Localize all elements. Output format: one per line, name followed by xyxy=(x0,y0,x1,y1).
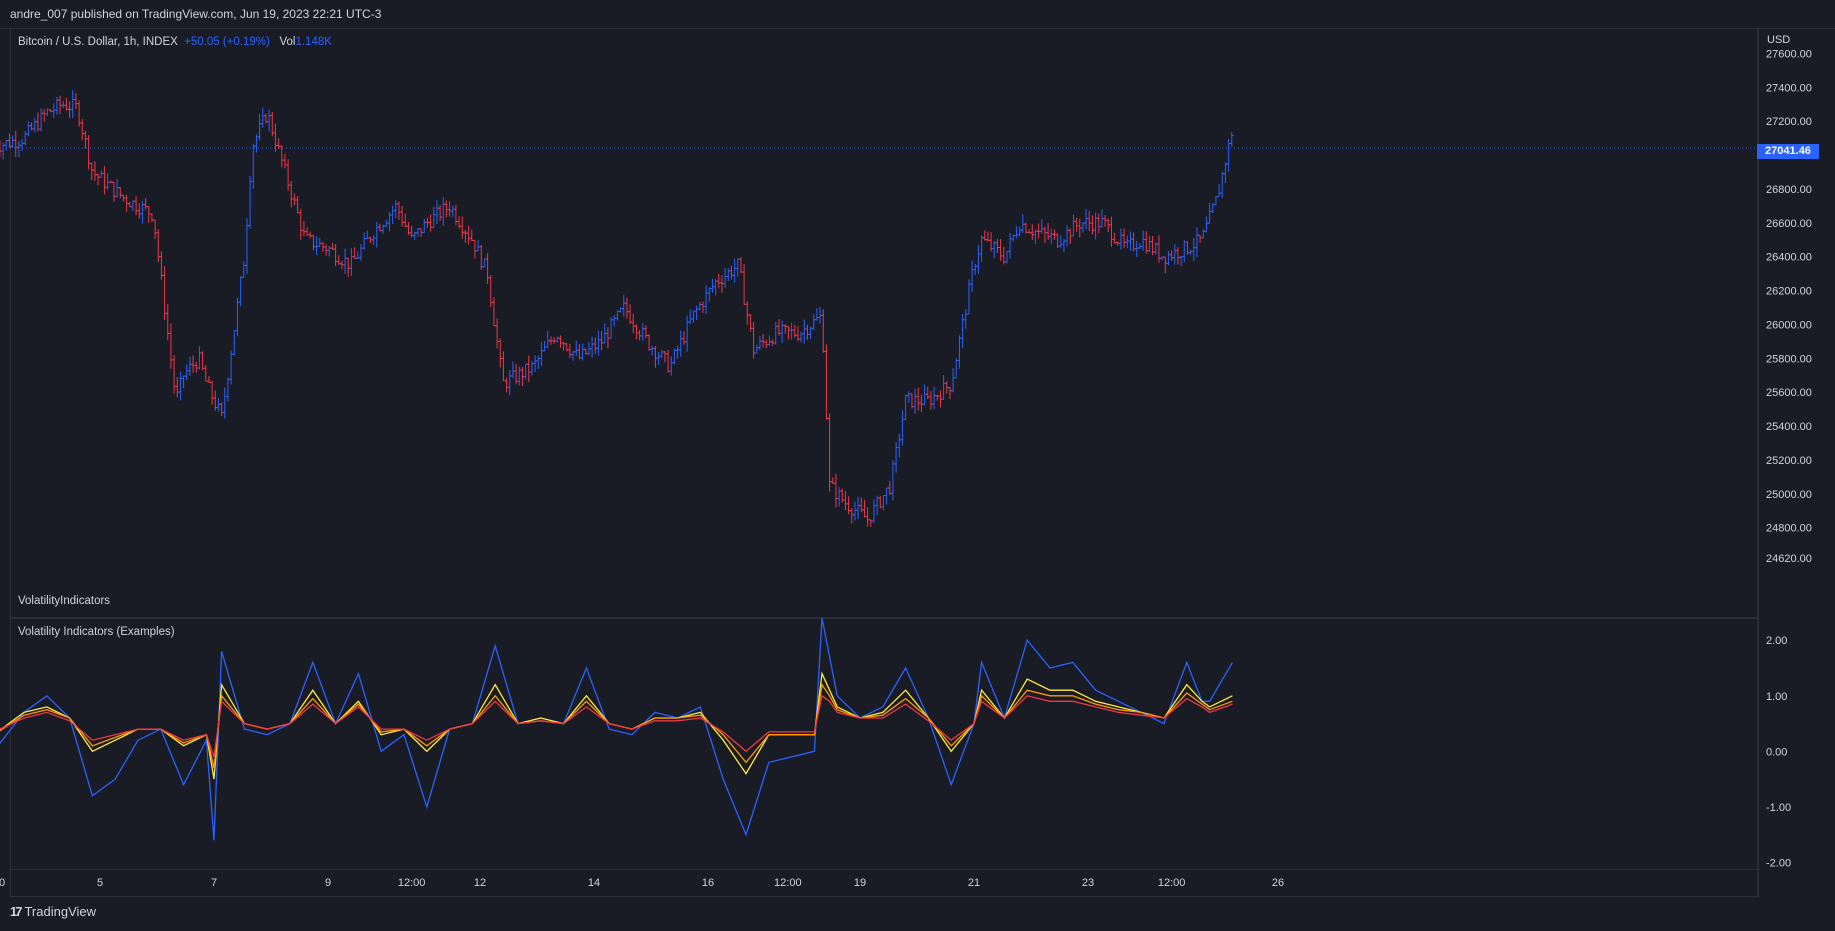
tradingview-logo[interactable]: 17 TradingView xyxy=(10,904,96,919)
time-tick-label: 12:00 xyxy=(774,877,802,889)
indicator-pane[interactable] xyxy=(10,618,1759,870)
price-tick-label: 26200.00 xyxy=(1766,286,1812,298)
time-tick-label: 7 xyxy=(211,877,217,889)
time-tick-label: 19 xyxy=(854,877,866,889)
symbol-legend: Bitcoin / U.S. Dollar, 1h, INDEX +50.05 … xyxy=(18,36,332,48)
time-tick-label: 26 xyxy=(1272,877,1284,889)
price-tick-label: 26800.00 xyxy=(1766,184,1812,196)
volatility-tick-label: 2.00 xyxy=(1766,635,1787,647)
volatility-series-line-2 xyxy=(0,671,1233,780)
price-tick-label: 25200.00 xyxy=(1766,455,1812,467)
volatility-tick-label: -2.00 xyxy=(1766,857,1791,869)
time-tick-label: 14 xyxy=(588,877,600,889)
price-tick-label: 25000.00 xyxy=(1766,489,1812,501)
tradingview-logo-icon: 17 xyxy=(10,904,23,919)
price-tick-label: 26000.00 xyxy=(1766,319,1812,331)
time-tick-label: 23 xyxy=(1082,877,1094,889)
time-tick-label: 5 xyxy=(97,877,103,889)
footer xyxy=(0,897,1835,931)
time-tick-label: 12:00 xyxy=(1158,877,1186,889)
volatility-tick-label: 0.00 xyxy=(1766,746,1787,758)
price-tick-label: 26400.00 xyxy=(1766,252,1812,264)
price-tick-label: 27200.00 xyxy=(1766,116,1812,128)
currency-label: USD xyxy=(1767,34,1791,46)
time-axis[interactable] xyxy=(10,868,1759,897)
brand-name: TradingView xyxy=(24,904,97,919)
indicator-name: VolatilityIndicators xyxy=(18,595,111,607)
price-tick-label: 26600.00 xyxy=(1766,218,1812,230)
price-tick-label: 25400.00 xyxy=(1766,421,1812,433)
indicator-name-pane xyxy=(10,587,1759,618)
price-tick-label: 25800.00 xyxy=(1766,353,1812,365)
price-tick-label: 27400.00 xyxy=(1766,82,1812,94)
volatility-series-line-3 xyxy=(0,682,1233,769)
published-text: andre_007 published on TradingView.com, … xyxy=(10,7,382,21)
price-pane[interactable] xyxy=(10,28,1759,588)
price-change: +50.05 (+0.19%) xyxy=(184,36,270,48)
last-price-tag: 27041.46 xyxy=(1757,144,1819,159)
time-tick-label: :00 xyxy=(0,877,5,889)
volatility-tick-label: -1.00 xyxy=(1766,802,1791,814)
volatility-series-line-1 xyxy=(0,617,1233,841)
symbol-name: Bitcoin / U.S. Dollar, 1h, INDEX xyxy=(18,36,178,48)
price-tick-label: 27600.00 xyxy=(1766,48,1812,60)
time-tick-label: 12:00 xyxy=(398,877,426,889)
volatility-series-line-4 xyxy=(0,694,1233,758)
price-tick-label: 24800.00 xyxy=(1766,523,1812,535)
time-tick-label: 16 xyxy=(702,877,714,889)
price-tick-label: 24620.00 xyxy=(1766,553,1812,565)
price-tick-label: 25600.00 xyxy=(1766,387,1812,399)
time-tick-label: 9 xyxy=(325,877,331,889)
time-tick-label: 12 xyxy=(474,877,486,889)
time-tick-label: 21 xyxy=(968,877,980,889)
volume-label: Vol xyxy=(279,36,296,48)
volume-value: 1.148K xyxy=(295,36,332,48)
indicator-title: Volatility Indicators (Examples) xyxy=(18,626,175,638)
volatility-tick-label: 1.00 xyxy=(1766,691,1787,703)
price-axis[interactable] xyxy=(1757,28,1835,896)
